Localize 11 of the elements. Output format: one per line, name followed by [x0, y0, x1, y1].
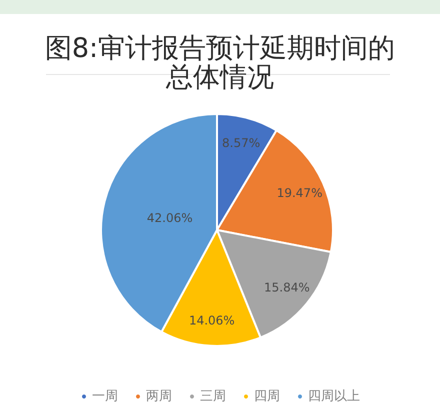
legend-label: 四周以上 [308, 389, 360, 404]
data-label: 15.84% [264, 280, 310, 294]
legend-label: 一周 [92, 389, 118, 404]
data-label: 19.47% [276, 186, 322, 200]
data-label: 42.06% [146, 210, 193, 225]
legend-label: 四周 [254, 389, 280, 404]
chart-title: 图8:审计报告预计延期时间的总体情况 [44, 33, 396, 93]
data-label: 8.57% [222, 136, 260, 150]
data-label: 14.06% [188, 313, 235, 328]
legend-label: 两周 [146, 389, 172, 404]
legend-label: 三周 [200, 389, 226, 404]
